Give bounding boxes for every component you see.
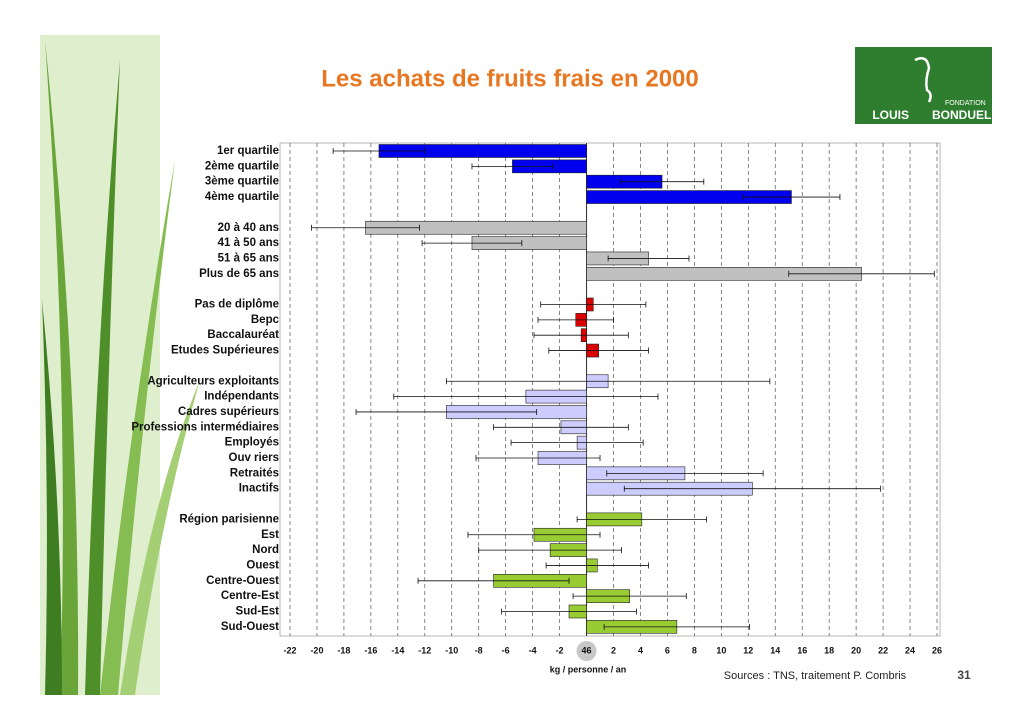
y-tick-label: Est: [261, 529, 279, 541]
x-tick-label: 20: [851, 645, 861, 655]
grass-blade: [100, 160, 175, 695]
y-tick-label: Bepc: [251, 314, 280, 326]
page-number: 31: [957, 668, 971, 682]
y-tick-label: Indépendants: [204, 391, 279, 403]
y-tick-label: Cadres supérieurs: [178, 406, 279, 418]
y-tick-label: Région parisienne: [179, 513, 279, 525]
tick-highlight: [576, 641, 597, 661]
x-tick-label: 14: [770, 645, 780, 655]
y-tick-label: Centre-Ouest: [206, 575, 279, 587]
x-tick-label: -6: [502, 645, 510, 655]
x-tick-label: 24: [905, 645, 915, 655]
plot-frame: [279, 142, 941, 637]
y-tick-label: Plus de 65 ans: [199, 268, 279, 280]
x-tick-label: -18: [337, 645, 350, 655]
x-tick-label: 46: [582, 645, 592, 655]
y-tick-label: Centre-Est: [221, 590, 279, 602]
y-tick-label: 3ème quartile: [205, 176, 279, 188]
x-tick-label: 22: [878, 645, 888, 655]
x-axis-label: kg / personne / an: [550, 664, 627, 674]
x-tick-label: 8: [692, 645, 697, 655]
y-tick-label: 4ème quartile: [205, 191, 279, 203]
y-tick-label: 41 à 50 ans: [218, 237, 279, 249]
x-tick-label: -8: [475, 645, 483, 655]
source: Sources : TNS, traitement P. Combris: [724, 670, 907, 682]
grass-blade: [120, 380, 200, 695]
plot: -22 -20 -18 -16 -14 -12 -10 -8 -6 -4 -2 46 2 4 6 8 10 12 1…: [131, 143, 942, 661]
title: Les achats de fruits frais en 2000: [321, 65, 699, 92]
grass-blade: [42, 300, 62, 695]
y-tick-label: Pas de diplôme: [195, 299, 279, 311]
logo-right: BONDUELLE: [932, 108, 1007, 122]
y-tick-label: Professions intermédiaires: [131, 421, 279, 433]
y-tick-label: Agriculteurs exploitants: [147, 375, 279, 387]
x-tick-label: -12: [418, 645, 431, 655]
x-tick-label: 26: [932, 645, 942, 655]
y-tick-label: Retraités: [230, 467, 279, 479]
x-tick-label: 2: [611, 645, 616, 655]
y-tick-label: Nord: [252, 544, 279, 556]
x-tick-label: 4: [638, 645, 643, 655]
x-tick-label: 12: [743, 645, 753, 655]
logo-left: LOUIS: [872, 108, 909, 122]
logo-figure: [914, 57, 932, 103]
grass-decoration: [40, 35, 200, 695]
y-tick-label: Sud-Est: [236, 606, 280, 618]
x-tick-label: -2: [556, 645, 564, 655]
y-tick-label: Ouv riers: [229, 452, 280, 464]
grass-blade: [85, 60, 120, 695]
y-tick-label: 2ème quartile: [205, 160, 279, 172]
y-tick-label: Etudes Supérieures: [171, 345, 279, 357]
y-tick-label: 1er quartile: [217, 145, 279, 157]
y-tick-label: Sud-Ouest: [221, 621, 279, 633]
x-tick-label: 16: [797, 645, 807, 655]
x-tick-label: -10: [445, 645, 458, 655]
y-tick-label: 20 à 40 ans: [218, 222, 279, 234]
y-tick-label: Baccalauréat: [207, 329, 279, 341]
x-tick-label: -20: [310, 645, 323, 655]
y-tick-label: Ouest: [246, 559, 279, 571]
y-tick-label: 51 à 65 ans: [218, 252, 279, 264]
x-tick-label: -4: [529, 645, 537, 655]
x-tick-label: 18: [824, 645, 834, 655]
x-tick-label: 6: [665, 645, 670, 655]
logo: FONDATION LOUIS BONDUELLE: [855, 47, 1007, 124]
x-tick-label: -22: [283, 645, 296, 655]
x-tick-label: 10: [716, 645, 726, 655]
grass-blade: [45, 40, 79, 695]
y-tick-label: Inactifs: [239, 483, 279, 495]
x-tick-label: -16: [364, 645, 377, 655]
logo-top: FONDATION: [945, 100, 986, 107]
y-tick-label: Employés: [225, 437, 279, 449]
x-tick-label: -14: [391, 645, 404, 655]
